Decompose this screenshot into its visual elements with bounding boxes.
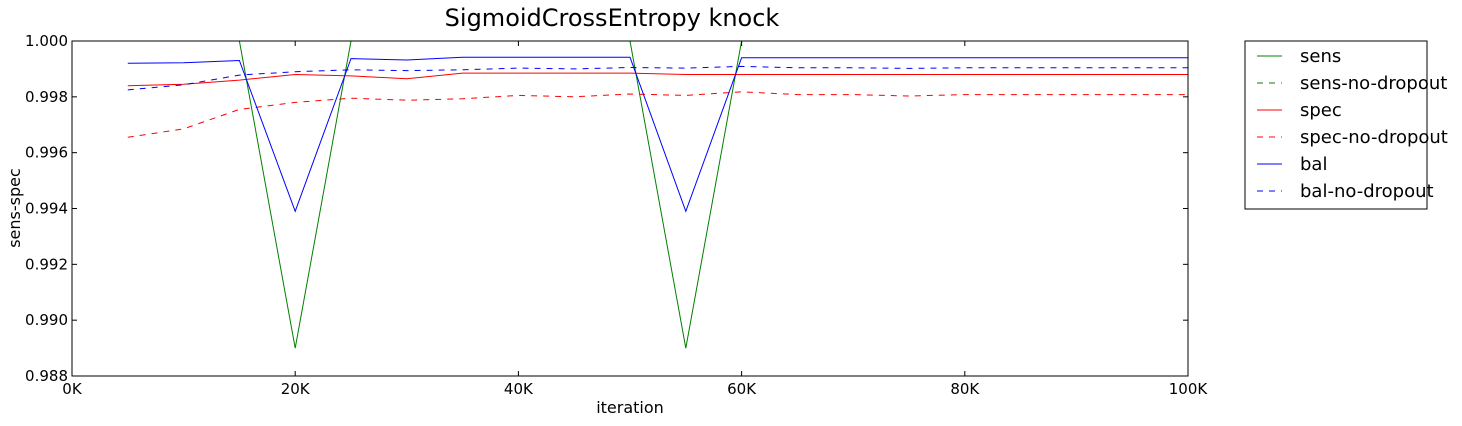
legend-label: bal-no-dropout	[1300, 181, 1434, 202]
y-axis-label: sens-spec	[5, 168, 24, 248]
legend-item-spec: spec	[1257, 100, 1342, 121]
x-tick-label: 20K	[281, 380, 311, 398]
y-tick-label: 0.990	[25, 311, 68, 329]
x-tick-label: 60K	[727, 380, 757, 398]
series-layer	[127, 41, 1188, 349]
legend-label: sens	[1300, 46, 1341, 67]
series-line-bal	[127, 56, 1188, 213]
legend: sens sens-no-dropout spec spec-no-dropout ba…	[1244, 40, 1448, 210]
x-tick-label: 80K	[950, 380, 980, 398]
series-line-spec	[127, 72, 1188, 87]
x-axis-label: iteration	[596, 398, 664, 417]
ticks-layer: 0K 20K 40K 60K 80K 100K 0.988 0.990 0.992 0.994 0.…	[25, 32, 1208, 398]
legend-label: spec-no-dropout	[1300, 127, 1448, 148]
plot-frame	[71, 40, 1189, 377]
series-line-sens	[127, 41, 1188, 349]
x-tick-label: 40K	[504, 380, 534, 398]
y-tick-label: 0.994	[25, 200, 68, 218]
legend-label: bal	[1300, 154, 1327, 175]
legend-label: spec	[1300, 100, 1342, 121]
legend-item-spec-no-dropout: spec-no-dropout	[1257, 127, 1448, 148]
y-tick-label: 0.998	[25, 88, 68, 106]
legend-item-bal-no-dropout: bal-no-dropout	[1257, 181, 1434, 202]
x-tick-label: 100K	[1169, 380, 1209, 398]
legend-item-sens-no-dropout: sens-no-dropout	[1257, 73, 1447, 94]
y-tick-label: 0.992	[25, 255, 68, 273]
legend-label: sens-no-dropout	[1300, 73, 1447, 94]
chart-title: SigmoidCrossEntropy knock	[445, 4, 780, 32]
y-tick-label: 0.988	[25, 367, 68, 385]
legend-item-bal: bal	[1257, 154, 1327, 175]
series-line-bal-no-dropout	[127, 65, 1188, 91]
legend-frame	[1244, 40, 1428, 210]
series-line-spec-no-dropout	[127, 91, 1188, 138]
y-tick-label: 1.000	[25, 32, 68, 50]
legend-item-sens: sens	[1257, 46, 1341, 67]
y-tick-label: 0.996	[25, 144, 68, 162]
x-tick-label: 0K	[62, 380, 83, 398]
